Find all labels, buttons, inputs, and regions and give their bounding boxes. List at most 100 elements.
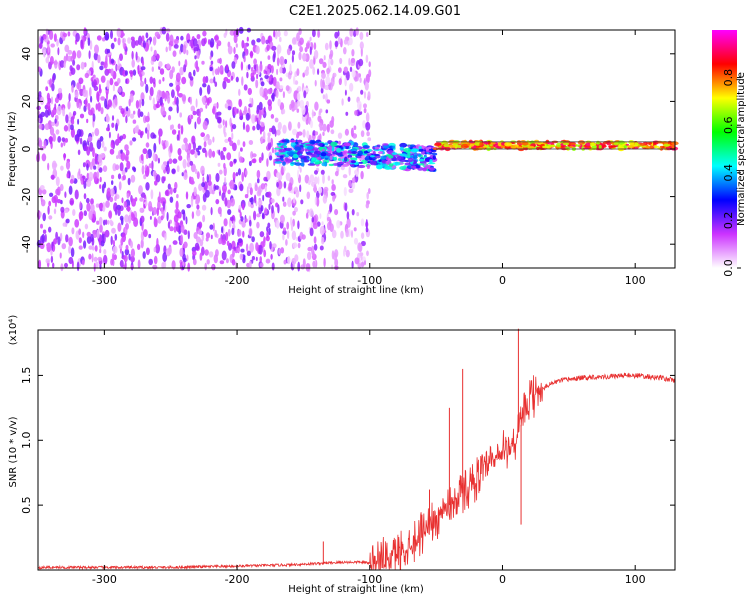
spectrogram-cell (418, 158, 425, 162)
spectrogram-cell (394, 162, 401, 166)
spectrogram-cell (297, 85, 302, 92)
spectrogram-cell (556, 142, 562, 148)
spectrogram-cell (153, 247, 157, 253)
spectrogram-cell (365, 219, 368, 229)
spectrogram-cell (407, 157, 414, 162)
spectrogram-cell (229, 216, 234, 221)
spectrogram-cell (157, 157, 160, 164)
spectrogram-cell (226, 240, 230, 246)
spectrogram-cell (327, 175, 331, 181)
spectrogram-cell (112, 239, 115, 246)
spectrogram-cell (202, 214, 206, 223)
spectrogram-cell (273, 30, 276, 38)
spectrogram-cell (201, 204, 207, 211)
spectrogram-cell (351, 229, 353, 238)
spectrogram-cell (95, 103, 98, 111)
spectrogram-cell (365, 54, 369, 63)
spectrogram-cell (312, 29, 316, 38)
spectrogram-cell (246, 186, 249, 196)
spectrogram-cell (407, 144, 411, 147)
spectrogram-cell (368, 188, 371, 194)
spectrogram-cell (351, 260, 354, 269)
spectrogram-cell (271, 92, 275, 102)
spectrogram-cell (326, 123, 330, 133)
spectrogram-cell (209, 224, 214, 230)
spectrogram-cell (256, 213, 261, 218)
spectrogram-cell (93, 79, 97, 87)
spectrogram-cell (253, 64, 257, 70)
spectrogram-cell (314, 101, 319, 111)
spectrogram-cell (378, 159, 382, 162)
spectrogram-cell (359, 103, 362, 113)
spectrogram-cell (219, 260, 225, 265)
spectrogram-cell (48, 226, 52, 233)
spectrogram-cell (286, 150, 295, 156)
spectrogram-cell (337, 132, 343, 139)
spectrogram-cell (218, 186, 221, 192)
spectrogram-cell (267, 63, 272, 70)
spectrogram-cell (208, 251, 214, 258)
spectrogram-cell (112, 245, 118, 254)
spectrogram-cell (258, 115, 261, 125)
spectrogram-cell (271, 205, 274, 214)
spectrogram-cell (230, 197, 235, 207)
spectrogram-cell (100, 75, 106, 83)
spectrogram-cell (120, 152, 126, 162)
spectrogram-cell (104, 219, 108, 225)
spectrogram-cell (326, 99, 331, 104)
spectrogram-cell (201, 246, 205, 256)
spectrogram-cell (72, 110, 77, 116)
spectrogram-cell (283, 145, 288, 148)
spectrogram-cell (269, 155, 273, 161)
spectrogram-cell (181, 144, 186, 151)
spectrogram-cell (225, 258, 229, 264)
spectrogram-cell (125, 244, 129, 251)
spectrogram-cell (267, 222, 271, 229)
spectrogram-cell (65, 114, 69, 124)
spectrogram-cell (239, 183, 244, 192)
spectrogram-cell (205, 232, 211, 239)
spectrogram-cell (314, 196, 317, 206)
spectrogram-cell (69, 124, 74, 131)
spectrogram-cell (403, 165, 407, 168)
spectrogram-cell (240, 147, 243, 152)
spectrogram-cell (140, 153, 144, 161)
spectrogram-cell (410, 165, 417, 169)
spectrogram-cell (199, 107, 204, 113)
spectrogram-cell (358, 58, 364, 67)
spectrogram-cell (251, 114, 256, 124)
spectrogram-cell (130, 113, 135, 119)
spectrogram-cell (268, 75, 272, 82)
spectrogram-cell (190, 180, 195, 185)
spectrogram-cell (84, 223, 89, 230)
spectrogram-cell (72, 59, 76, 66)
spectrogram-cell (97, 102, 101, 112)
spectrogram-cell (169, 196, 174, 203)
spectrogram-cell (90, 198, 94, 205)
spectrogram-cell (219, 65, 224, 75)
spectrogram-cell (387, 166, 393, 170)
spectrogram-cell (328, 82, 333, 91)
spectrogram-cell (262, 238, 266, 248)
spectrogram-cell (196, 204, 200, 210)
spectrogram-cell (284, 147, 293, 152)
spectrogram-cell (313, 243, 318, 251)
spectrogram-cell (360, 130, 365, 138)
spectrogram-cell (265, 258, 271, 264)
spectrogram-cell (180, 125, 184, 135)
spectrogram-cell (143, 174, 147, 180)
spectrogram-cell (348, 166, 351, 176)
spectrogram-cell (98, 202, 104, 210)
spectrogram-cell (94, 128, 100, 137)
spectrogram-cell (78, 77, 84, 85)
spectrogram-cell (279, 214, 285, 224)
spectrogram-cell (198, 229, 202, 236)
spectrogram-cell (174, 209, 178, 214)
spectrogram-cell (223, 166, 227, 177)
spectrogram-cell (238, 204, 242, 210)
spectrogram-cell (291, 50, 296, 56)
spectrogram-cell (291, 230, 297, 241)
spectrogram-cell (88, 210, 93, 221)
spectrogram-cell (322, 174, 325, 184)
spectrogram-cell (245, 124, 250, 133)
